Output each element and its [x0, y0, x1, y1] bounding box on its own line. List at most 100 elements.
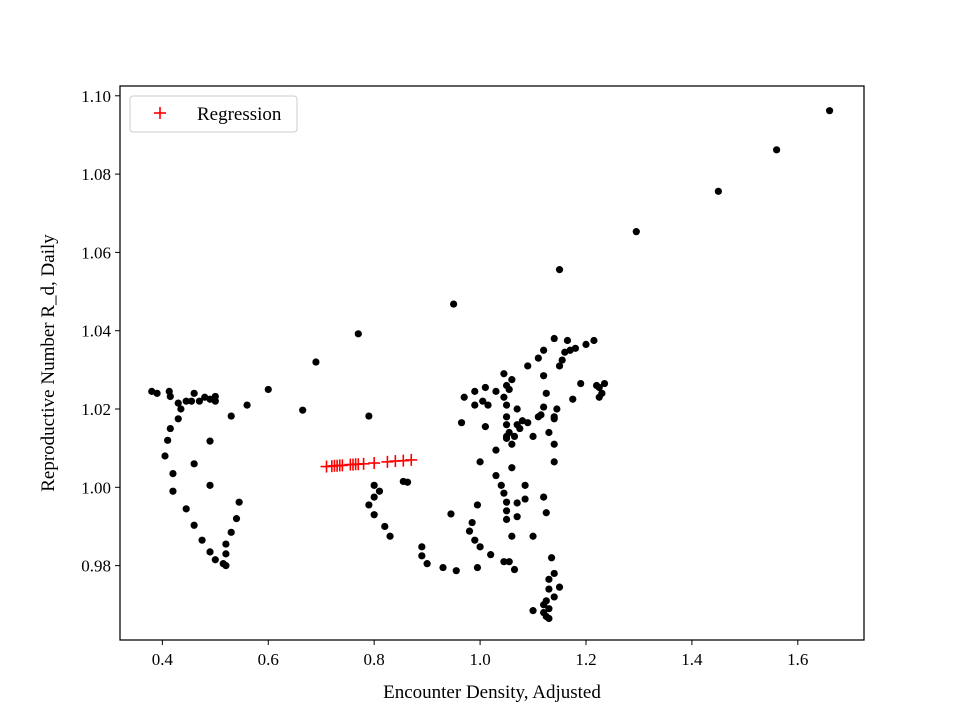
x-tick-label: 0.4: [152, 650, 174, 669]
data-point: [169, 470, 177, 478]
data-point: [508, 376, 516, 384]
plot-area-frame: [119, 85, 865, 641]
data-point: [571, 344, 580, 352]
x-tick-label: 1.4: [681, 650, 703, 669]
data-point: [481, 423, 489, 431]
data-point: [473, 563, 482, 572]
y-axis-label: Reproductive Number R_d, Daily: [38, 234, 59, 492]
data-point: [195, 397, 204, 405]
y-tick-label: 1.00: [81, 478, 111, 497]
regression-point: [368, 457, 381, 470]
data-point: [370, 493, 378, 501]
data-point: [577, 379, 585, 388]
data-point: [471, 536, 479, 544]
x-tick-label: 1.2: [575, 650, 596, 669]
data-point: [166, 392, 174, 401]
data-point: [370, 481, 378, 489]
data-point: [598, 389, 606, 397]
data-point: [632, 228, 640, 236]
data-point: [473, 501, 482, 509]
y-tick-label: 1.04: [81, 322, 111, 341]
x-tick-label: 1.0: [469, 650, 490, 669]
data-point: [465, 527, 474, 535]
data-point: [500, 393, 508, 401]
data-point: [471, 401, 479, 409]
data-point: [500, 558, 508, 566]
data-point: [524, 362, 532, 370]
data-point: [481, 383, 489, 392]
legend-label-regression: Regression: [197, 104, 282, 125]
data-point: [508, 440, 516, 448]
data-point: [190, 521, 198, 529]
data-point: [714, 187, 722, 195]
data-point: [502, 421, 511, 429]
data-point: [222, 550, 230, 558]
data-point: [235, 498, 243, 506]
legend-marker-plus-icon: [154, 107, 166, 119]
data-point: [542, 597, 550, 605]
data-point: [550, 415, 558, 423]
data-point: [418, 543, 426, 551]
data-point: [545, 614, 553, 623]
data-point: [555, 583, 564, 591]
plot-marks: [148, 107, 834, 623]
data-point: [452, 567, 460, 575]
data-point: [545, 575, 553, 583]
data-point: [206, 548, 214, 556]
x-axis-label: Encounter Density, Adjusted: [383, 682, 601, 703]
data-point: [521, 481, 529, 489]
data-point: [513, 405, 521, 413]
data-point: [516, 424, 524, 433]
data-point: [508, 532, 516, 540]
data-point: [773, 146, 781, 154]
legend-box: [129, 95, 298, 133]
data-point: [550, 593, 558, 601]
x-axis-ticks: 0.4 0.6 0.8 1.0 1.2 1.4 1.6: [152, 640, 808, 669]
data-point: [161, 452, 169, 460]
data-point: [547, 554, 556, 562]
data-point: [447, 510, 455, 518]
data-point: [381, 522, 389, 531]
data-point: [460, 393, 468, 401]
data-point: [825, 107, 834, 115]
y-axis-ticks: 0.98 1.00 1.02 1.04 1.06 1.08 1.10: [81, 87, 120, 576]
data-point: [534, 354, 542, 362]
data-point: [540, 372, 548, 380]
data-point: [550, 458, 558, 466]
data-point: [198, 536, 206, 544]
data-point: [468, 518, 476, 527]
data-point: [439, 563, 447, 572]
data-point: [187, 397, 196, 405]
data-point: [492, 387, 500, 395]
data-point: [243, 401, 251, 409]
data-point: [418, 552, 426, 560]
data-point: [177, 405, 185, 413]
data-point: [232, 515, 241, 523]
regression-point: [405, 453, 418, 466]
data-point: [529, 607, 537, 615]
data-point: [403, 478, 412, 486]
data-point: [375, 487, 384, 495]
data-point: [153, 389, 161, 397]
data-point: [471, 387, 479, 395]
y-tick-label: 1.10: [81, 87, 111, 106]
y-tick-label: 1.02: [81, 400, 111, 419]
data-point: [423, 560, 431, 568]
data-point: [505, 558, 513, 566]
data-point: [222, 540, 230, 548]
data-point: [479, 397, 487, 405]
data-point: [264, 385, 272, 394]
data-point: [227, 412, 235, 420]
legend: Regression: [129, 95, 298, 133]
data-point: [524, 419, 532, 427]
data-point: [555, 362, 564, 370]
data-point: [206, 437, 214, 445]
data-point: [510, 565, 519, 574]
data-point: [513, 513, 521, 521]
y-tick-label: 0.98: [81, 557, 111, 576]
data-point: [370, 511, 378, 519]
data-point: [182, 505, 190, 513]
data-point: [545, 428, 553, 437]
data-point: [508, 464, 516, 472]
data-point: [190, 460, 198, 468]
